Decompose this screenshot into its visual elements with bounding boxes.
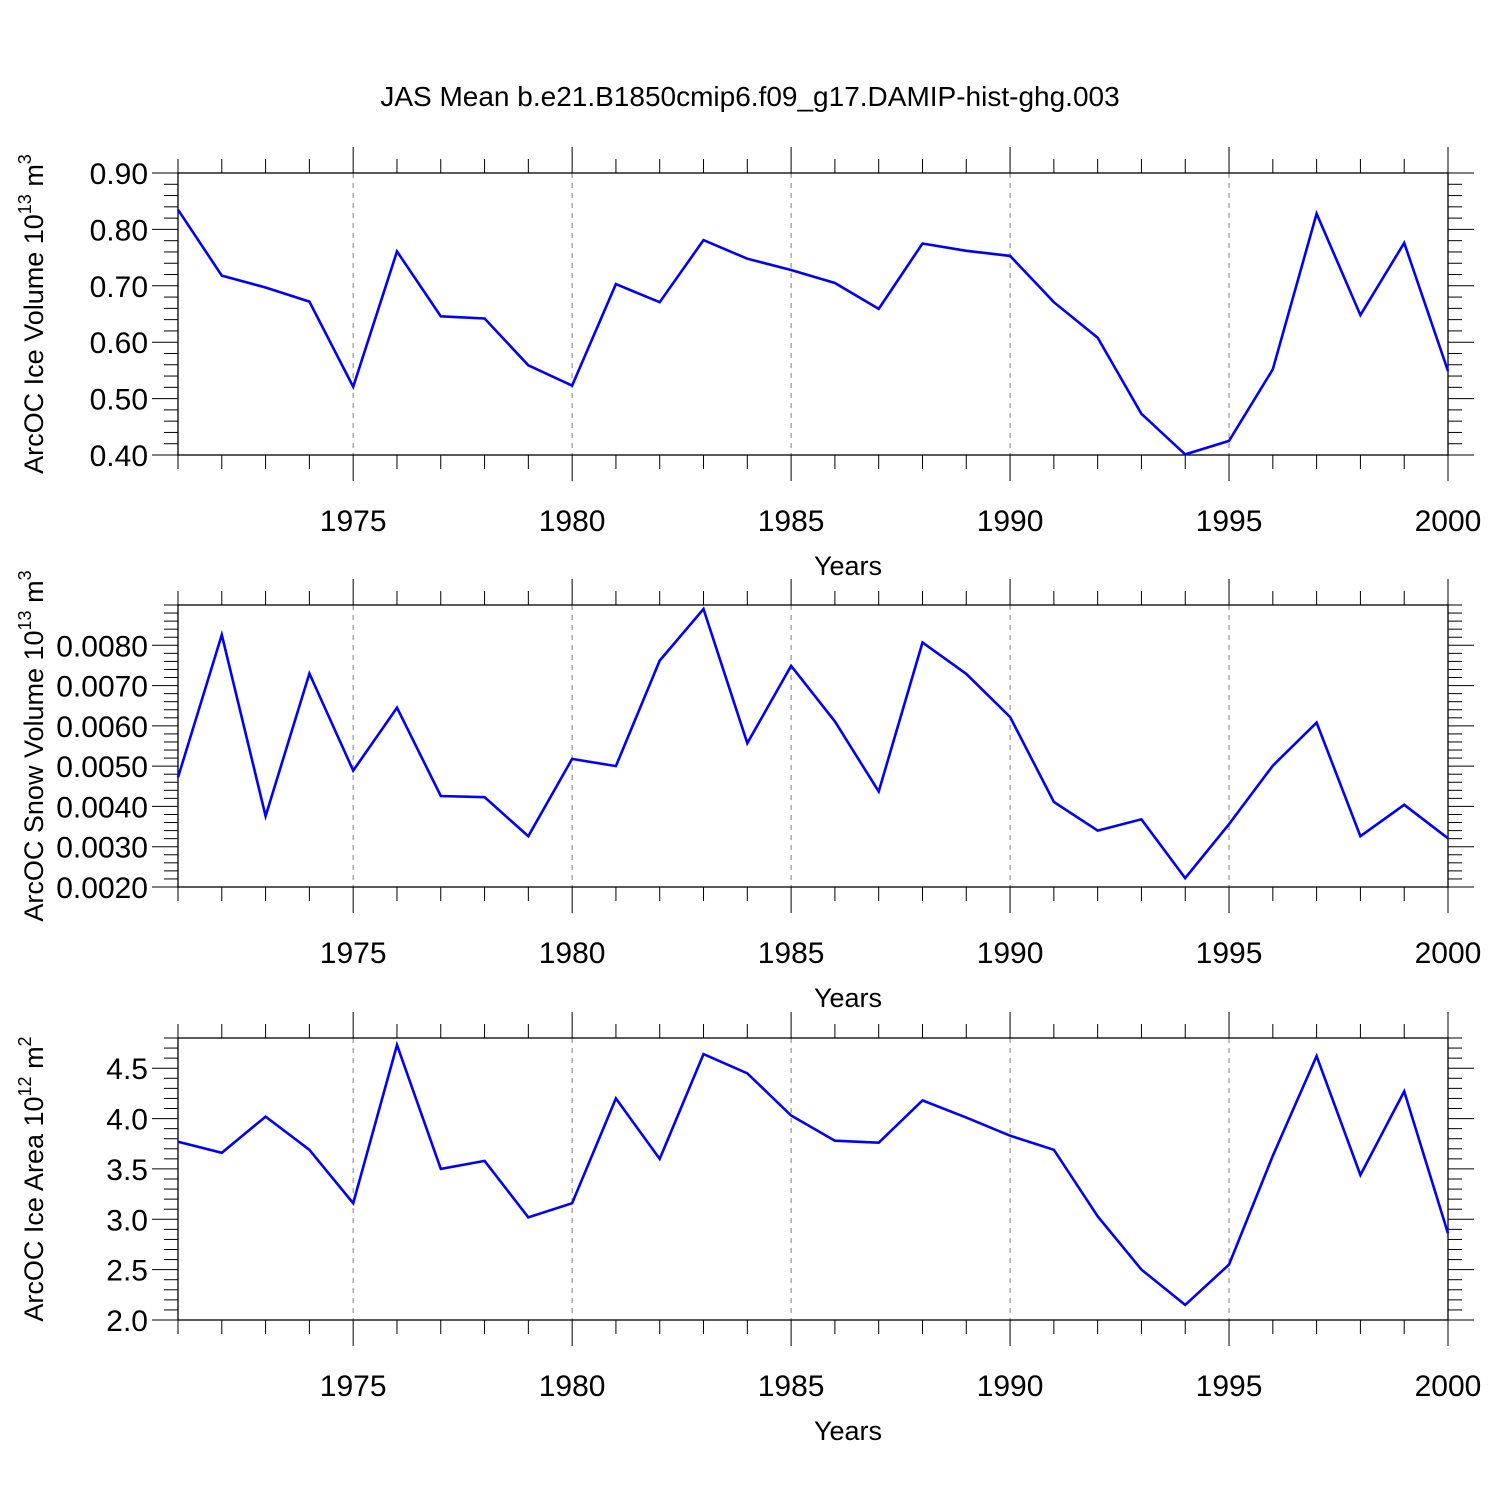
chart-panel-2: 0.0020 0.0030 0.0040 0.0050 0.0060 0.0070 0.00… bbox=[15, 570, 1481, 1013]
x-tick-label: 1995 bbox=[1196, 1370, 1263, 1403]
y-tick-label: 0.0070 bbox=[56, 671, 148, 704]
y-tick-label: 4.0 bbox=[106, 1104, 148, 1137]
x-tick-label: 1985 bbox=[758, 505, 825, 538]
plot-frame bbox=[177, 604, 1449, 888]
chart-panel-1: 0.40 0.50 0.60 0.70 0.80 0.90 1975 1980 1985 1990… bbox=[15, 147, 1481, 581]
y-tick-label: 0.0020 bbox=[56, 872, 148, 905]
chart-title: JAS Mean b.e21.B1850cmip6.f09_g17.DAMIP-… bbox=[380, 81, 1119, 112]
y-tick-label: 0.0050 bbox=[56, 751, 148, 784]
x-tick-label: 2000 bbox=[1415, 1370, 1482, 1403]
x-tick-label: 1980 bbox=[539, 1370, 606, 1403]
y-axis-label: ArcOC Snow Volume 1013 m3 bbox=[15, 570, 49, 921]
x-axis-label: Years bbox=[814, 983, 882, 1013]
y-axis-label: ArcOC Ice Volume 1013 m3 bbox=[15, 154, 49, 474]
series-line bbox=[177, 1040, 1450, 1307]
y-tick-label: 0.50 bbox=[90, 384, 148, 417]
x-tick-label: 1995 bbox=[1196, 505, 1263, 538]
x-tick-label: 2000 bbox=[1415, 505, 1482, 538]
y-tick-label: 0.80 bbox=[90, 214, 148, 247]
y-tick-label: 2.5 bbox=[106, 1255, 148, 1288]
y-tick-label: 0.90 bbox=[90, 158, 148, 191]
y-axis-label: ArcOC Ice Area 1012 m2 bbox=[15, 1036, 49, 1321]
x-tick-label: 1975 bbox=[320, 937, 387, 970]
x-tick-label: 1985 bbox=[758, 937, 825, 970]
series-line bbox=[176, 208, 1450, 456]
y-tick-label: 0.0040 bbox=[56, 791, 148, 824]
y-tick-label: 4.5 bbox=[106, 1053, 148, 1086]
x-tick-label: 1975 bbox=[320, 1370, 387, 1403]
y-tick-label: 0.0060 bbox=[56, 711, 148, 744]
x-tick-label: 1985 bbox=[758, 1370, 825, 1403]
y-tick-label: 0.60 bbox=[90, 327, 148, 360]
y-tick-label: 0.40 bbox=[90, 440, 148, 473]
x-tick-label: 1990 bbox=[977, 937, 1044, 970]
x-axis-label: Years bbox=[814, 551, 882, 581]
x-tick-label: 1990 bbox=[977, 505, 1044, 538]
y-tick-label: 2.0 bbox=[106, 1305, 148, 1338]
y-tick-label: 0.0030 bbox=[56, 832, 148, 865]
y-tick-label: 3.5 bbox=[106, 1154, 148, 1187]
chart-panel-3: 2.0 2.5 3.0 3.5 4.0 4.5 1975 1980 1985 1990 1995 20… bbox=[15, 1012, 1481, 1446]
plot-frame bbox=[177, 172, 1449, 456]
y-tick-label: 0.70 bbox=[90, 271, 148, 304]
y-tick-label: 0.0080 bbox=[56, 630, 148, 663]
plot-frame bbox=[177, 1037, 1449, 1321]
x-tick-label: 1990 bbox=[977, 1370, 1044, 1403]
x-tick-label: 1975 bbox=[320, 505, 387, 538]
x-tick-label: 1995 bbox=[1196, 937, 1263, 970]
series-line bbox=[176, 606, 1449, 881]
x-tick-label: 2000 bbox=[1415, 937, 1482, 970]
x-tick-label: 1980 bbox=[539, 505, 606, 538]
y-tick-label: 3.0 bbox=[106, 1204, 148, 1237]
x-tick-label: 1980 bbox=[539, 937, 606, 970]
x-axis-label: Years bbox=[814, 1416, 882, 1446]
